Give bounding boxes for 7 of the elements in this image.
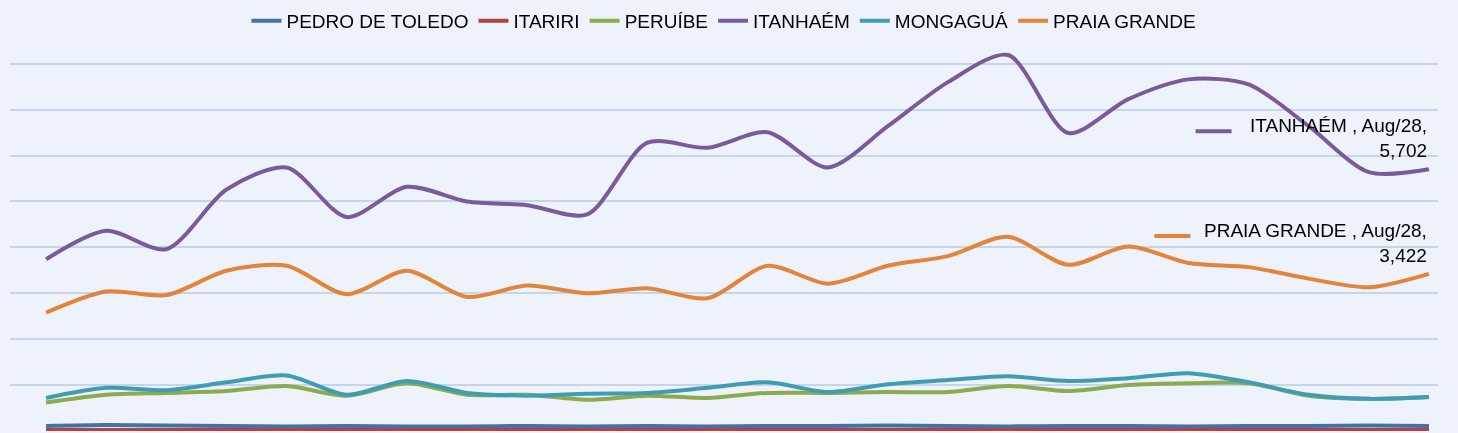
legend-label: ITANHAÉM [753,11,850,33]
legend-label: PRAIA GRANDE [1053,11,1196,33]
legend-label: PEDRO DE TOLEDO [286,11,469,33]
legend-label: MONGAGUÁ [894,11,1009,33]
data-label: PRAIA GRANDE , Aug/28, 3,422 [1204,220,1427,266]
legend-label: ITARIRI [513,11,580,33]
legend-label: PERUÍBE [624,11,709,33]
